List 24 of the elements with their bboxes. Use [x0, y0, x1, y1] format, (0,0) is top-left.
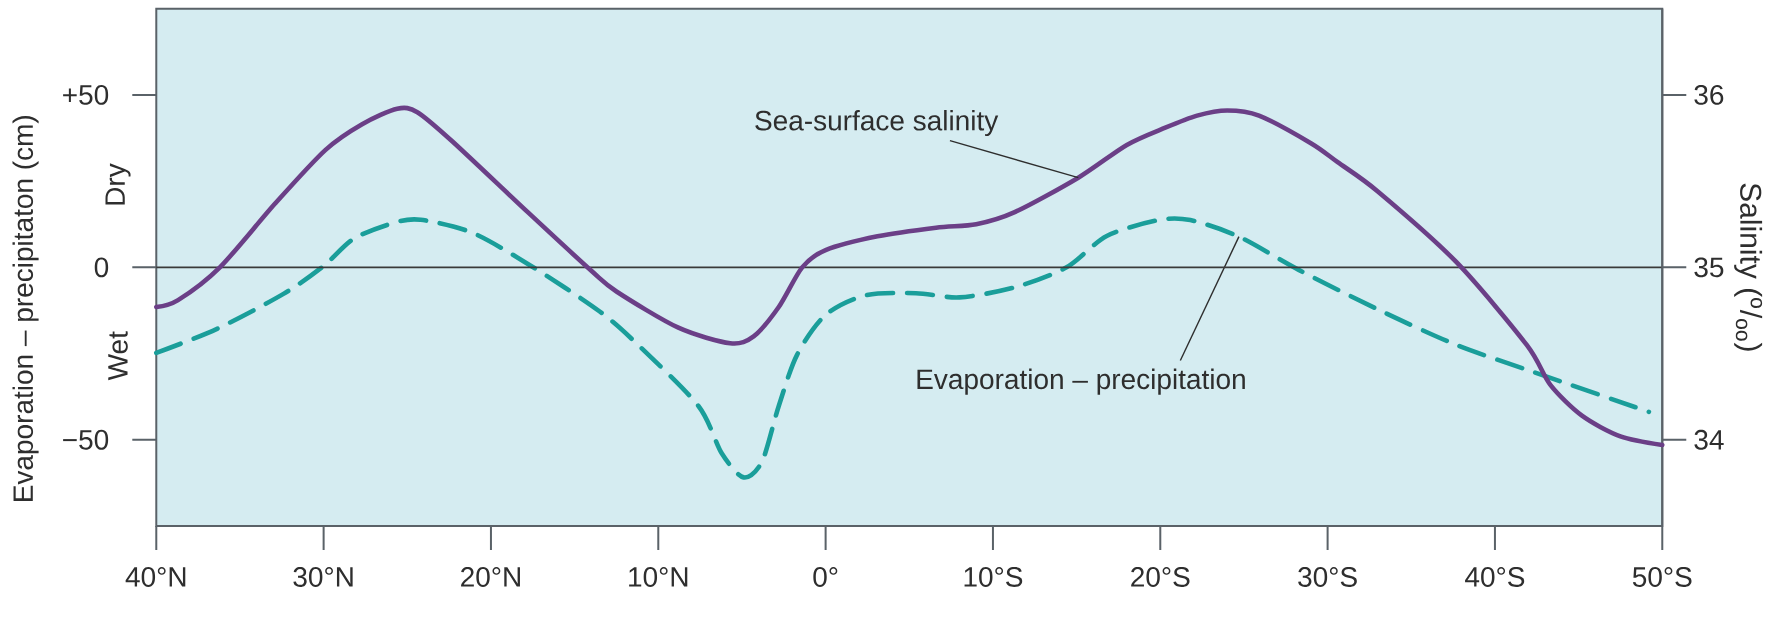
x-tick-label: 30°S: [1298, 567, 1357, 587]
y2-tick-label: 36: [1694, 84, 1724, 105]
y-tick-label: −50: [63, 429, 109, 450]
x-tick-label: 20°S: [1131, 567, 1190, 587]
x-tick-label: 50°S: [1632, 567, 1692, 587]
text: Dry: [105, 163, 131, 205]
text: Sea-surface salinity: [755, 109, 999, 137]
y-tick-label: 0: [94, 257, 109, 278]
x-tick-label: 0°: [813, 567, 838, 587]
x-tick-label: 10°N: [629, 567, 688, 587]
x-tick-label: 30°N: [293, 567, 353, 587]
line-series: [153, 106, 1665, 448]
y-axis-title: Evaporation – precipitaton (cm): [12, 116, 39, 501]
y2-axis-title: Salinity ($^{o}$/$_{oo}$): [1734, 183, 1763, 351]
y2-tick-label: 34: [1694, 429, 1724, 450]
x-tick-label: 40°N: [125, 567, 186, 587]
x-tick-label: 10°S: [964, 567, 1023, 587]
x-tick-label: 40°S: [1465, 567, 1525, 587]
line-series: [153, 216, 1652, 480]
y-tick-label: +50: [63, 84, 109, 105]
text: Wet: [108, 331, 128, 381]
y2-tick-label: 35: [1694, 257, 1724, 278]
text: Evaporation – precipitation: [917, 368, 1245, 395]
x-tick-label: 20°N: [461, 567, 520, 587]
